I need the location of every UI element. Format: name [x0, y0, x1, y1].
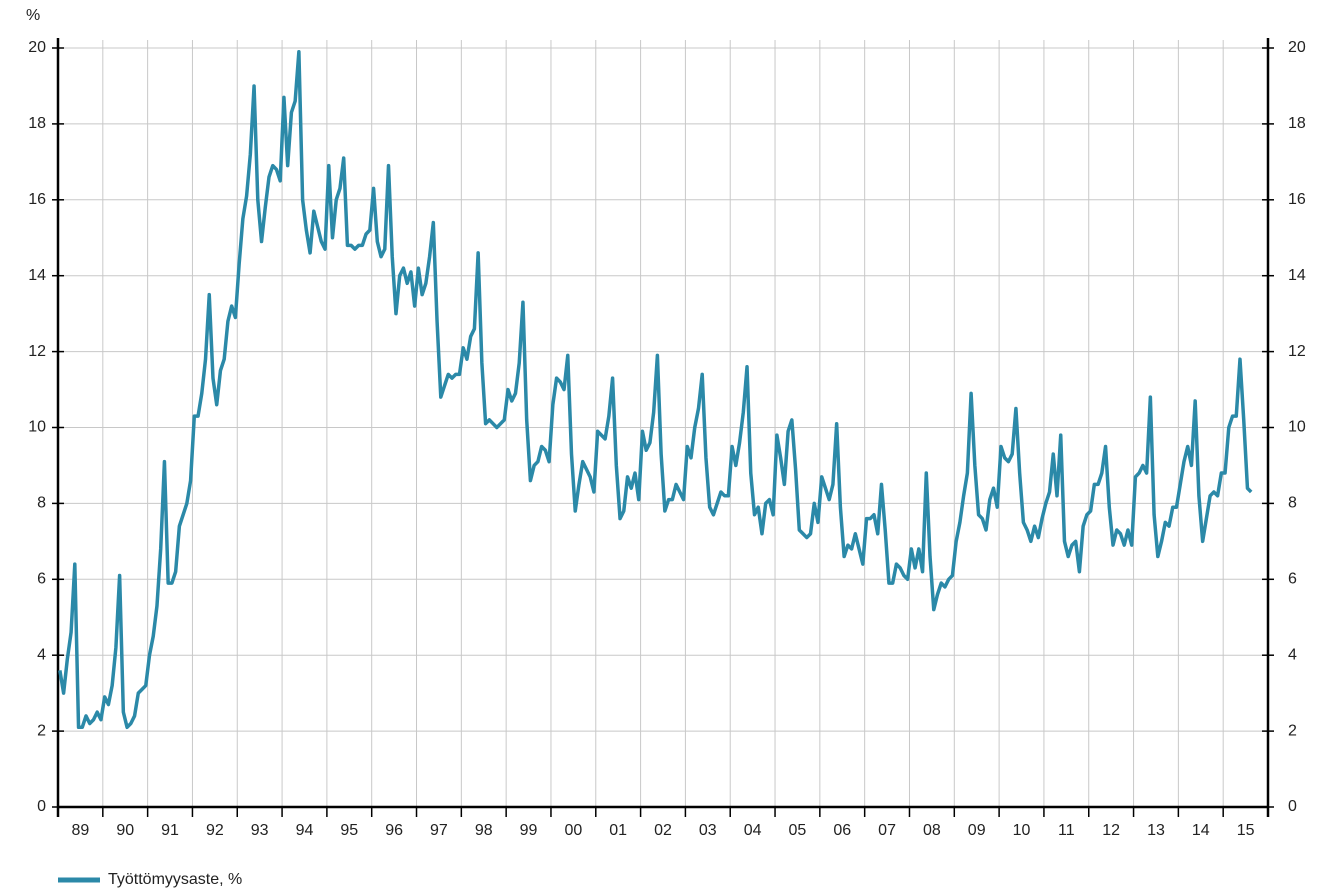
x-tick-label: 04 — [744, 822, 762, 839]
x-tick-label: 14 — [1192, 822, 1210, 839]
x-tick-label: 97 — [430, 822, 448, 839]
y2-tick-label: 0 — [1288, 798, 1297, 815]
x-tick-label: 95 — [340, 822, 358, 839]
y2-tick-label: 6 — [1288, 571, 1297, 588]
x-tick-label: 00 — [564, 822, 582, 839]
x-tick-label: 12 — [1102, 822, 1120, 839]
x-tick-label: 93 — [251, 822, 269, 839]
x-tick-label: 13 — [1147, 822, 1165, 839]
x-tick-label: 07 — [878, 822, 896, 839]
legend-label: Työttömyysaste, % — [108, 871, 242, 888]
y-tick-label: 2 — [37, 722, 46, 739]
y-tick-label: 4 — [37, 646, 46, 663]
x-tick-label: 05 — [789, 822, 807, 839]
x-tick-label: 10 — [1013, 822, 1031, 839]
y-tick-label: 14 — [28, 267, 46, 284]
y2-tick-label: 14 — [1288, 267, 1306, 284]
y-tick-label: 20 — [28, 39, 46, 56]
y-tick-label: 16 — [28, 191, 46, 208]
y2-tick-label: 4 — [1288, 646, 1297, 663]
x-tick-label: 08 — [923, 822, 941, 839]
y-axis-label: % — [26, 7, 40, 24]
y2-tick-label: 18 — [1288, 115, 1306, 132]
y-tick-label: 8 — [37, 495, 46, 512]
x-tick-label: 01 — [609, 822, 627, 839]
x-tick-label: 96 — [385, 822, 403, 839]
x-tick-label: 02 — [654, 822, 672, 839]
x-tick-label: 15 — [1237, 822, 1255, 839]
x-tick-label: 99 — [520, 822, 538, 839]
y-tick-label: 18 — [28, 115, 46, 132]
x-tick-label: 89 — [72, 822, 90, 839]
x-tick-label: 06 — [833, 822, 851, 839]
y2-tick-label: 8 — [1288, 495, 1297, 512]
series-line — [58, 50, 1253, 730]
x-tick-label: 94 — [296, 822, 314, 839]
y2-tick-label: 12 — [1288, 343, 1306, 360]
x-tick-label: 03 — [699, 822, 717, 839]
x-tick-label: 92 — [206, 822, 224, 839]
y-tick-label: 10 — [28, 419, 46, 436]
x-tick-label: 90 — [116, 822, 134, 839]
y-tick-label: 6 — [37, 571, 46, 588]
y-tick-label: 0 — [37, 798, 46, 815]
x-tick-label: 98 — [475, 822, 493, 839]
y2-tick-label: 10 — [1288, 419, 1306, 436]
y2-tick-label: 2 — [1288, 722, 1297, 739]
y2-tick-label: 20 — [1288, 39, 1306, 56]
x-tick-label: 91 — [161, 822, 179, 839]
y2-tick-label: 16 — [1288, 191, 1306, 208]
x-tick-label: 11 — [1058, 822, 1075, 839]
x-tick-label: 09 — [968, 822, 986, 839]
y-tick-label: 12 — [28, 343, 46, 360]
